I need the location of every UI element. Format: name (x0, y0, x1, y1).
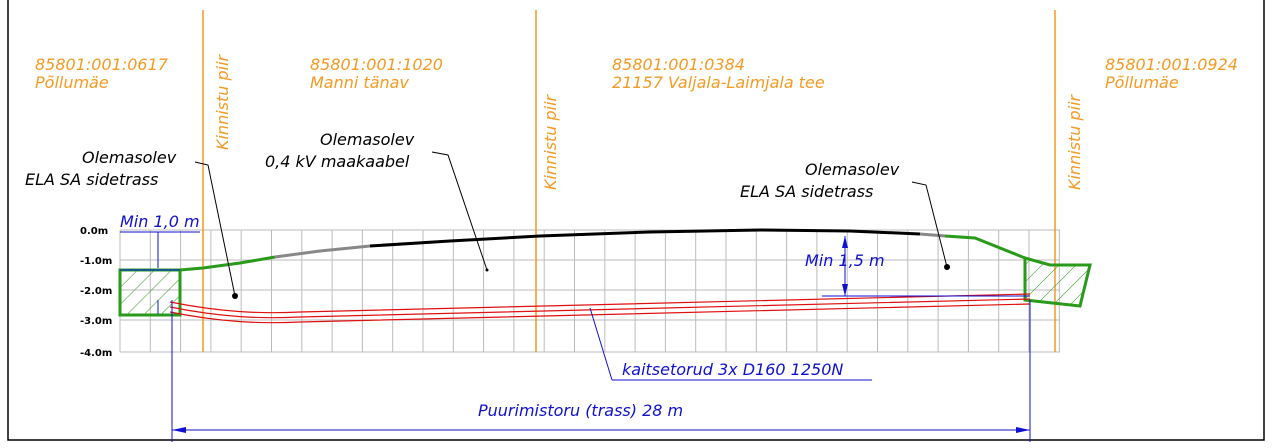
boundary-label: Kinnistu piir (213, 53, 232, 150)
start-pit (118, 268, 182, 317)
parcel-code: 85801:001:1020 (310, 55, 443, 74)
depth-label: -3.0m (80, 316, 112, 327)
depth-label: -1.0m (80, 256, 112, 267)
boundary-label: Kinnistu piir (541, 93, 560, 190)
dimensions (120, 231, 1031, 442)
depth-label: 0.0m (80, 226, 108, 237)
leaders (194, 151, 948, 297)
arrowheads (172, 236, 1030, 433)
parcel-code: 85801:001:0617 (35, 55, 169, 74)
frame (7, 0, 1265, 441)
callout-title: Olemasolev (82, 148, 177, 167)
callout-label: 0,4 kV maakaabel (265, 152, 410, 171)
callout-title: Olemasolev (320, 130, 415, 149)
parcel-name: Põllumäe (35, 73, 109, 92)
callout-label: ELA SA sidetrass (740, 182, 873, 201)
boundary-label: Kinnistu piir (1065, 93, 1084, 190)
parcel-name: Manni tänav (310, 73, 409, 92)
callout-title: Olemasolev (805, 160, 900, 179)
ground-surface (179, 228, 1026, 272)
drill-length: Puurimistoru (trass) 28 m (478, 401, 683, 420)
callout-label: ELA SA sidetrass (25, 170, 158, 189)
protective-pipes (169, 293, 1031, 324)
min-cover-right: Min 1,5 m (805, 251, 885, 270)
grid (119, 229, 1060, 353)
end-pit (1023, 256, 1092, 308)
parcel-name: Põllumäe (1105, 73, 1179, 92)
pipes-label: kaitsetorud 3x D160 1250N (622, 360, 843, 379)
parcel-code: 85801:001:0384 (612, 55, 745, 74)
parcel-code: 85801:001:0924 (1105, 55, 1238, 74)
depth-label: -4.0m (80, 348, 112, 359)
leader-dots (232, 264, 950, 299)
parcel-name: 21157 Valjala-Laimjala tee (612, 73, 825, 92)
min-cover-left: Min 1,0 m (120, 212, 200, 231)
depth-label: -2.0m (80, 286, 112, 297)
